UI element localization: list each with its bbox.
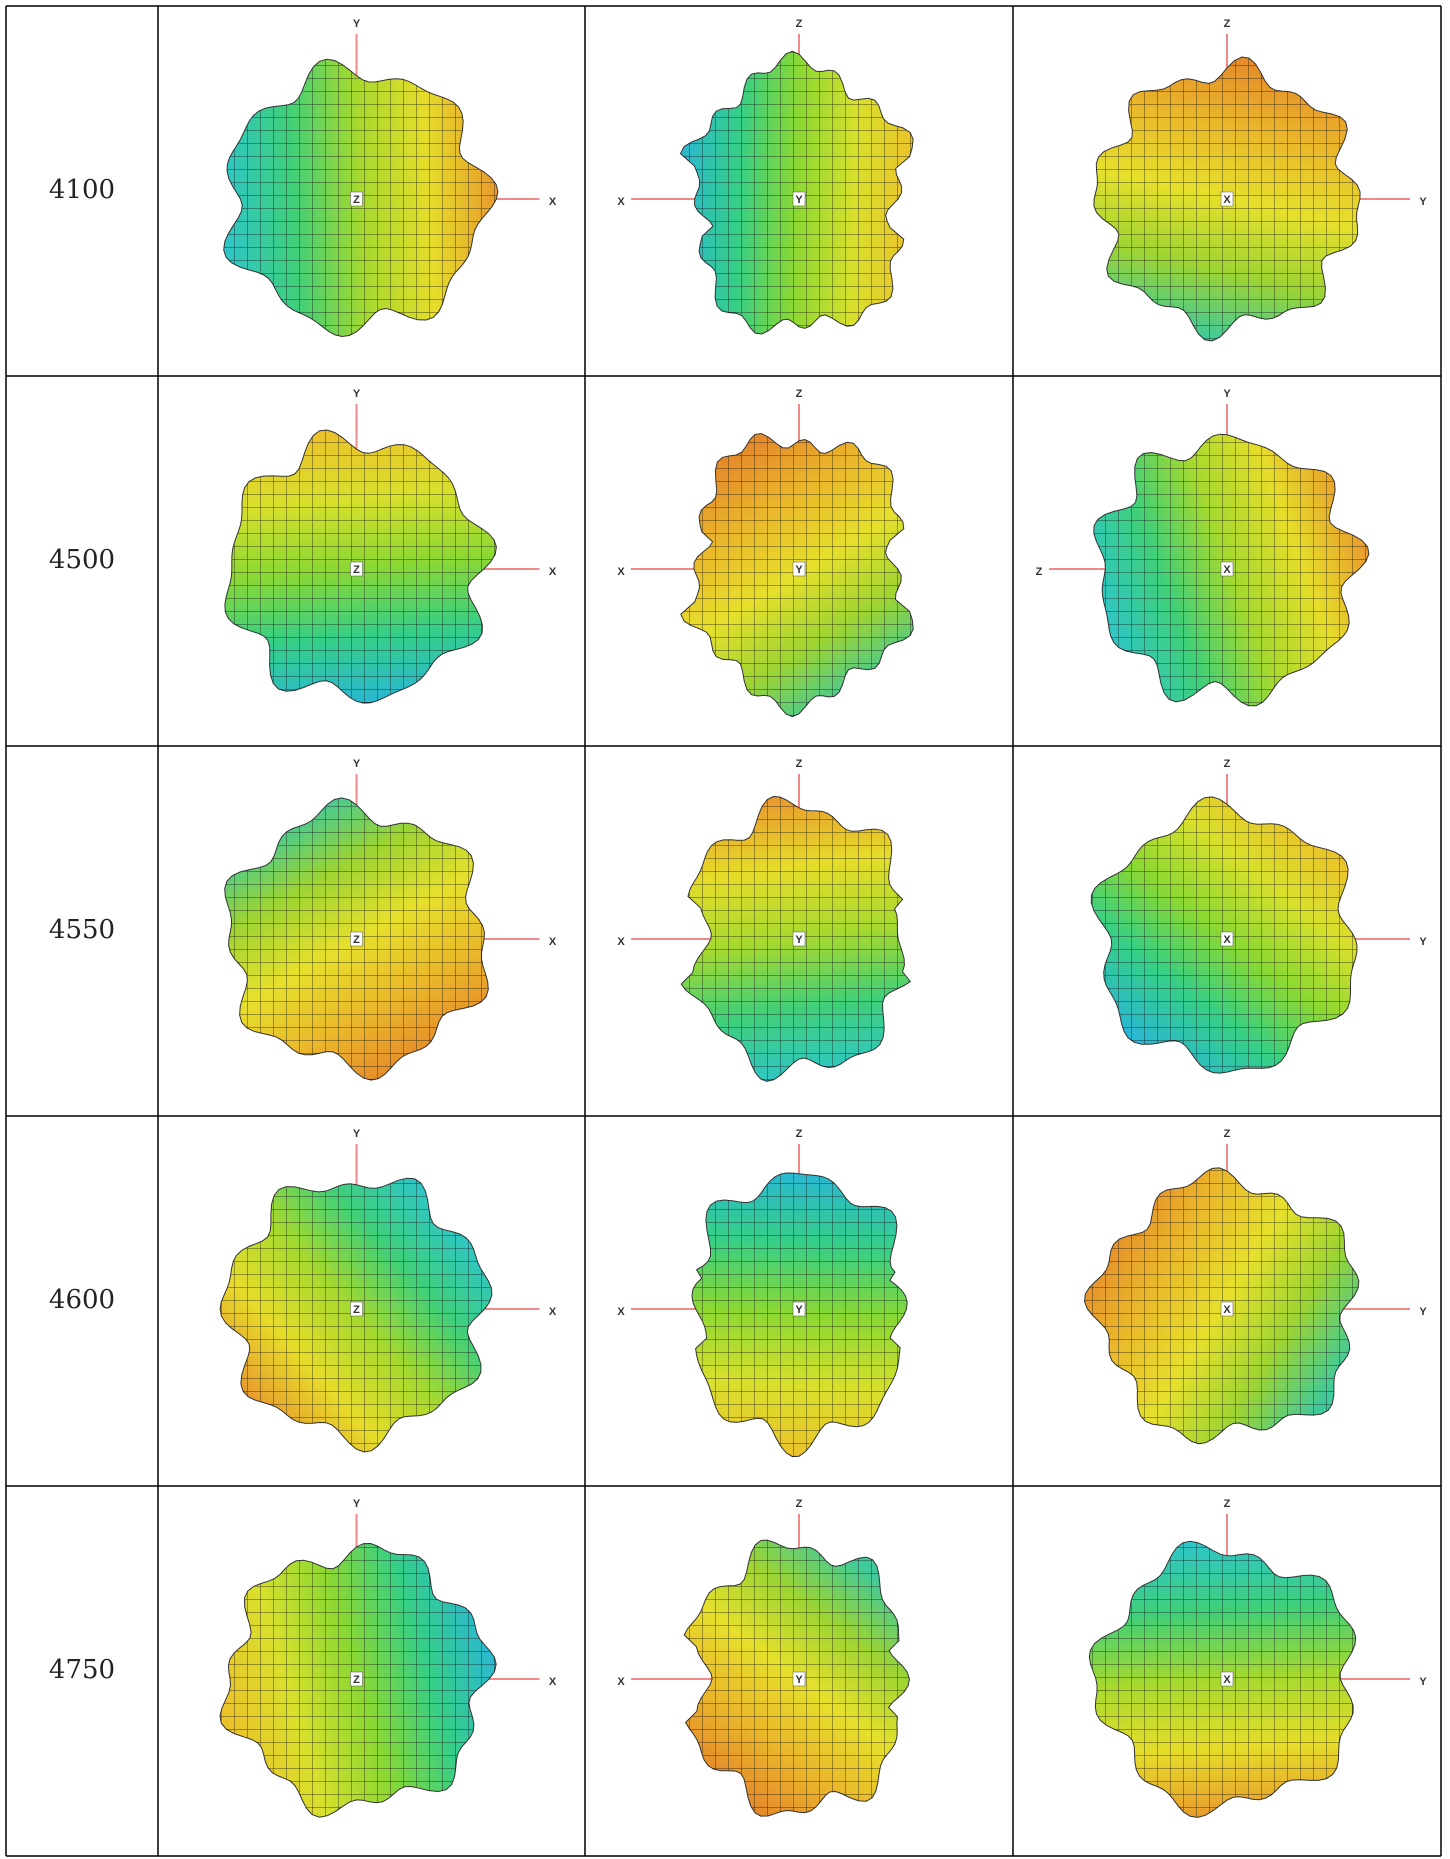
pattern-view: Y X Z bbox=[224, 388, 557, 704]
axis-label: Z bbox=[1036, 566, 1043, 578]
pattern-view: Z X Y bbox=[617, 1128, 908, 1458]
axis-label: Y bbox=[795, 1674, 803, 1686]
axis-label: Y bbox=[353, 758, 361, 770]
axis-label: Z bbox=[796, 18, 803, 30]
center-tag bbox=[350, 1301, 363, 1317]
center-tag bbox=[792, 931, 806, 947]
row-label: 4600 bbox=[49, 1285, 115, 1315]
axis-label: Y bbox=[353, 1498, 361, 1510]
axis-label: X bbox=[549, 936, 557, 948]
axis-label: Z bbox=[353, 1304, 360, 1316]
pattern-view: Z Y X bbox=[1088, 1498, 1427, 1818]
axis-label: Z bbox=[1224, 1498, 1231, 1510]
axis-label: Z bbox=[1224, 1128, 1231, 1140]
center-tag bbox=[792, 1671, 806, 1687]
pattern-view: Z Y X bbox=[1083, 1128, 1427, 1445]
row-label: 4550 bbox=[49, 915, 115, 945]
axis-label: Z bbox=[796, 758, 803, 770]
axis-label: Z bbox=[1224, 18, 1231, 30]
axis-label: Y bbox=[1419, 1306, 1427, 1318]
axis-label: X bbox=[617, 566, 625, 578]
axis-label: X bbox=[1223, 1674, 1231, 1686]
axis-label: X bbox=[1223, 194, 1231, 206]
axis-label: Z bbox=[353, 564, 360, 576]
axis-label: Y bbox=[795, 934, 803, 946]
center-tag bbox=[792, 561, 806, 577]
axis-label: X bbox=[549, 196, 557, 208]
pattern-view: Y X Z bbox=[219, 1128, 557, 1453]
axis-label: Y bbox=[353, 1128, 361, 1140]
axis-label: Z bbox=[1224, 758, 1231, 770]
axis-label: Z bbox=[796, 388, 803, 400]
axis-label: Y bbox=[1223, 388, 1231, 400]
pattern-view: Z Y X bbox=[1090, 758, 1427, 1074]
axis-label: Y bbox=[353, 388, 361, 400]
axis-label: Y bbox=[1419, 936, 1427, 948]
axis-label: X bbox=[549, 566, 557, 578]
axis-label: Y bbox=[353, 18, 361, 30]
center-tag bbox=[1220, 1301, 1234, 1317]
center-tag bbox=[350, 561, 363, 577]
pattern-view: Y Z X bbox=[1036, 388, 1370, 707]
pattern-view: Y X Z bbox=[219, 1498, 557, 1818]
center-tag bbox=[350, 191, 363, 207]
pattern-view: Z X Y bbox=[617, 758, 912, 1082]
axis-label: X bbox=[1223, 564, 1231, 576]
axis-label: Y bbox=[795, 1304, 803, 1316]
center-tag bbox=[792, 191, 806, 207]
pattern-view: Y X Z bbox=[224, 758, 557, 1081]
axis-label: Z bbox=[353, 934, 360, 946]
axis-label: X bbox=[549, 1676, 557, 1688]
pattern-view: Z X Y bbox=[617, 1498, 910, 1817]
axis-label: Z bbox=[353, 194, 360, 206]
axis-label: X bbox=[549, 1306, 557, 1318]
center-tag bbox=[1220, 191, 1234, 207]
axis-label: Y bbox=[1419, 196, 1427, 208]
row-label: 4100 bbox=[49, 175, 115, 205]
axis-label: X bbox=[617, 196, 625, 208]
row-label: 4500 bbox=[49, 545, 115, 575]
axis-label: Y bbox=[795, 194, 803, 206]
center-tag bbox=[792, 1301, 806, 1317]
axis-label: X bbox=[617, 1306, 625, 1318]
pattern-view: Z Y X bbox=[1093, 18, 1427, 342]
axis-label: Y bbox=[1419, 1676, 1427, 1688]
axis-label: X bbox=[1223, 934, 1231, 946]
axis-label: Y bbox=[795, 564, 803, 576]
center-tag bbox=[350, 931, 363, 947]
center-tag bbox=[1220, 931, 1234, 947]
axis-label: Z bbox=[796, 1498, 803, 1510]
axis-label: Z bbox=[796, 1128, 803, 1140]
center-tag bbox=[350, 1671, 363, 1687]
center-tag bbox=[1220, 1671, 1234, 1687]
axis-label: X bbox=[617, 936, 625, 948]
pattern-view: Z X Y bbox=[617, 388, 914, 718]
axis-label: X bbox=[1223, 1304, 1231, 1316]
pattern-view: Z X Y bbox=[617, 18, 914, 335]
center-tag bbox=[1220, 561, 1234, 577]
row-label: 4750 bbox=[49, 1655, 115, 1685]
axis-label: X bbox=[617, 1676, 625, 1688]
axis-label: Z bbox=[353, 1674, 360, 1686]
pattern-view: Y X Z bbox=[223, 18, 557, 338]
